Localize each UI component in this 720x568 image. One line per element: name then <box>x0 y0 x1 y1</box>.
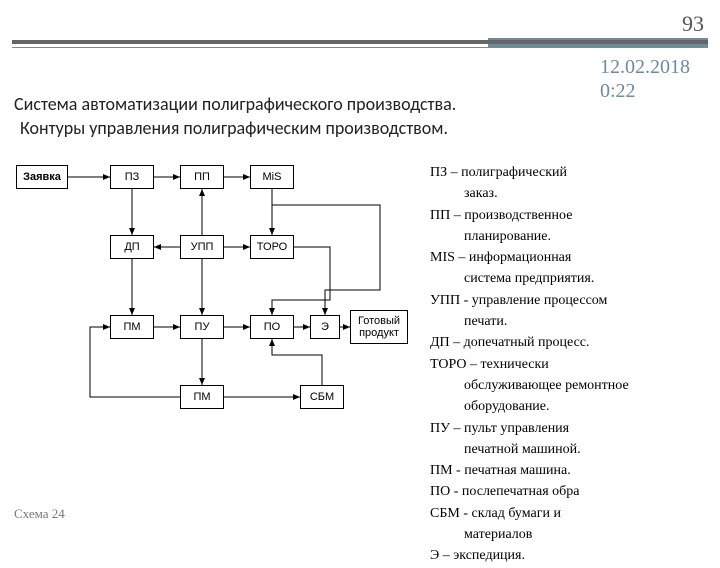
legend-line: ДП – допечатный процесс. <box>430 333 710 353</box>
node-e: Э <box>310 315 340 339</box>
node-gp: Готовый продукт <box>350 310 408 344</box>
rule-thick <box>12 40 708 44</box>
legend-line: заказ. <box>430 184 710 204</box>
scheme-label: Схема 24 <box>14 506 65 522</box>
rule-thin <box>12 47 708 48</box>
legend-line: ПЗ – полиграфический <box>430 163 710 183</box>
legend-line: ПО - послепечатная обра <box>430 482 710 502</box>
legend-line: печатной машиной. <box>430 440 710 460</box>
legend-line: УПП - управление процессом <box>430 291 710 311</box>
node-pm1: ПМ <box>110 315 154 339</box>
legend-line: система предприятия. <box>430 269 710 289</box>
node-pu: ПУ <box>180 315 224 339</box>
legend-line: ТОРО – технически <box>430 355 710 375</box>
legend-line: СБМ - склад бумаги и <box>430 504 710 524</box>
node-po: ПО <box>250 315 294 339</box>
legend-line: ПУ – пульт управления <box>430 419 710 439</box>
date: 12.02.2018 <box>600 55 690 79</box>
flowchart: Заявка ПЗ ПП MiS ДП УПП ТОРО ПМ ПУ ПО Э Готовый про… <box>10 155 420 505</box>
page-number: 93 <box>682 11 704 37</box>
node-mis: MiS <box>250 165 294 189</box>
legend-line: обслуживающее ремонтное <box>430 376 710 396</box>
page-title: Система автоматизации полиграфического п… <box>14 92 560 141</box>
node-upp: УПП <box>180 235 224 259</box>
legend-line: Э – экспедиция. <box>430 546 710 566</box>
legend-line: оборудование. <box>430 397 710 417</box>
title-line-2: Контуры управления полиграфическим произ… <box>20 116 560 140</box>
header: 93 <box>682 10 710 38</box>
legend: ПЗ – полиграфическийзаказ.ПП – производс… <box>430 163 710 568</box>
legend-line: планирование. <box>430 227 710 247</box>
node-zayavka: Заявка <box>16 165 68 189</box>
node-pz: ПЗ <box>110 165 154 189</box>
legend-line: ПП – производственное <box>430 206 710 226</box>
node-sbm: СБМ <box>300 385 344 409</box>
legend-line: ПМ - печатная машина. <box>430 461 710 481</box>
node-toro: ТОРО <box>250 235 294 259</box>
legend-line: MIS – информационная <box>430 248 710 268</box>
title-line-1: Система автоматизации полиграфического п… <box>14 92 560 116</box>
time: 0:22 <box>600 79 690 103</box>
datetime: 12.02.2018 0:22 <box>600 55 690 103</box>
node-dp: ДП <box>110 235 154 259</box>
node-pm2: ПМ <box>180 385 224 409</box>
node-pp: ПП <box>180 165 224 189</box>
legend-line: печати. <box>430 312 710 332</box>
legend-line: материалов <box>430 525 710 545</box>
